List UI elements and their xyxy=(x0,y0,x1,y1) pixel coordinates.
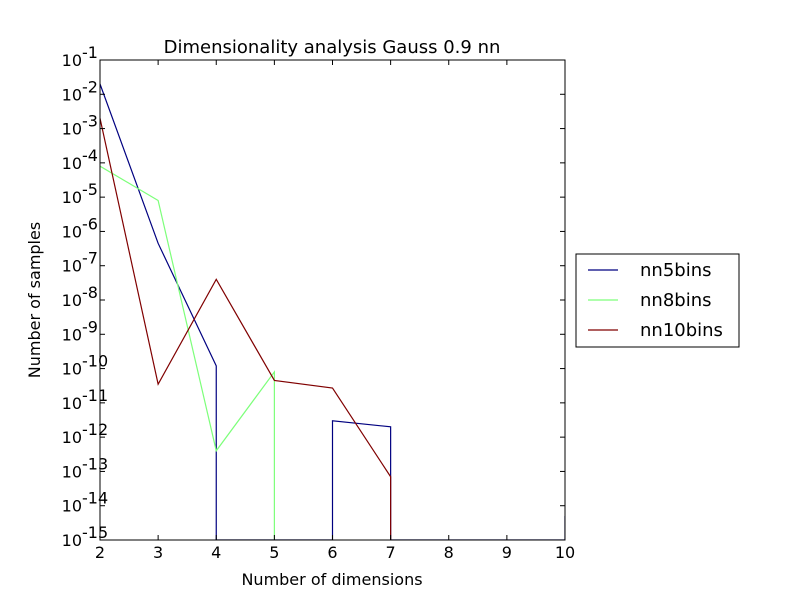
y-tick-base: 10 xyxy=(62,51,82,70)
x-tick-label: 6 xyxy=(327,543,337,562)
y-tick-label: 10 xyxy=(62,222,82,241)
y-tick-label: 10 xyxy=(62,291,82,310)
y-tick-base: 10 xyxy=(62,154,82,173)
y-tick-exponent: -8 xyxy=(82,283,98,302)
y-tick-exponent: -5 xyxy=(82,180,98,199)
y-tick-base: 10 xyxy=(62,291,82,310)
x-tick-label: 10 xyxy=(555,543,575,562)
y-tick-base: 10 xyxy=(62,360,82,379)
plot-area xyxy=(100,83,565,540)
y-tick-label: 10 xyxy=(62,120,82,139)
y-tick-base: 10 xyxy=(62,85,82,104)
y-tick-base: 10 xyxy=(62,531,82,550)
y-tick-exponent: -15 xyxy=(82,523,108,542)
y-tick-exponent: -7 xyxy=(82,249,98,268)
y-tick-exponent: -2 xyxy=(82,77,98,96)
y-tick-base: 10 xyxy=(62,462,82,481)
plot-frame xyxy=(99,59,566,541)
x-tick-label: 8 xyxy=(444,543,454,562)
y-tick-label: 10 xyxy=(62,188,82,207)
y-tick-label: 10 xyxy=(62,51,82,70)
legend-label: nn5bins xyxy=(640,260,711,281)
chart-title: Dimensionality analysis Gauss 0.9 nn xyxy=(164,37,501,58)
y-tick-exponent: -4 xyxy=(82,146,98,165)
y-tick-base: 10 xyxy=(62,222,82,241)
y-tick-base: 10 xyxy=(62,257,82,276)
y-tick-exponent: -6 xyxy=(82,214,98,233)
y-tick-label: 10 xyxy=(62,394,82,413)
y-tick-label: 10 xyxy=(62,428,82,447)
y-tick-label: 10 xyxy=(62,462,82,481)
y-tick-label: 10 xyxy=(62,531,82,550)
series-line-nn8bins xyxy=(100,165,275,540)
y-axis-label: Number of samples xyxy=(25,222,44,378)
y-tick-label: 10 xyxy=(62,85,82,104)
legend: nn5bins nn8bins nn10bins xyxy=(575,253,740,348)
x-tick-label: 5 xyxy=(269,543,279,562)
y-tick-base: 10 xyxy=(62,325,82,344)
y-tick-exponent: -14 xyxy=(82,489,108,508)
x-axis-label: Number of dimensions xyxy=(241,570,422,589)
series-line-nn10bins xyxy=(100,118,392,540)
series-line-nn5bins xyxy=(100,83,565,540)
x-tick-label: 3 xyxy=(153,543,163,562)
y-tick-label: 10 xyxy=(62,154,82,173)
y-tick-exponent: -9 xyxy=(82,317,98,336)
x-tick-label: 9 xyxy=(502,543,512,562)
legend-label: nn8bins xyxy=(640,290,711,311)
y-tick-label: 10 xyxy=(62,497,82,516)
y-tick-exponent: -12 xyxy=(82,420,108,439)
x-tick-label: 4 xyxy=(211,543,221,562)
y-tick-label: 10 xyxy=(62,257,82,276)
y-tick-base: 10 xyxy=(62,120,82,139)
y-tick-label: 10 xyxy=(62,360,82,379)
y-tick-exponent: -11 xyxy=(82,386,108,405)
y-tick-label: 10 xyxy=(62,325,82,344)
y-tick-base: 10 xyxy=(62,188,82,207)
x-tick-label: 2 xyxy=(95,543,105,562)
ticks-layer: 2 3 4 5 6 7 8 9 1010-110-210-310-410-510-610-710… xyxy=(62,43,576,562)
y-tick-base: 10 xyxy=(62,428,82,447)
y-tick-exponent: -10 xyxy=(82,352,108,371)
y-tick-base: 10 xyxy=(62,394,82,413)
x-tick-label: 7 xyxy=(386,543,396,562)
y-tick-exponent: -13 xyxy=(82,454,108,473)
y-tick-base: 10 xyxy=(62,497,82,516)
series-layer xyxy=(100,83,565,540)
y-tick-exponent: -1 xyxy=(82,43,98,62)
y-tick-exponent: -3 xyxy=(82,112,98,131)
legend-label: nn10bins xyxy=(640,320,723,341)
